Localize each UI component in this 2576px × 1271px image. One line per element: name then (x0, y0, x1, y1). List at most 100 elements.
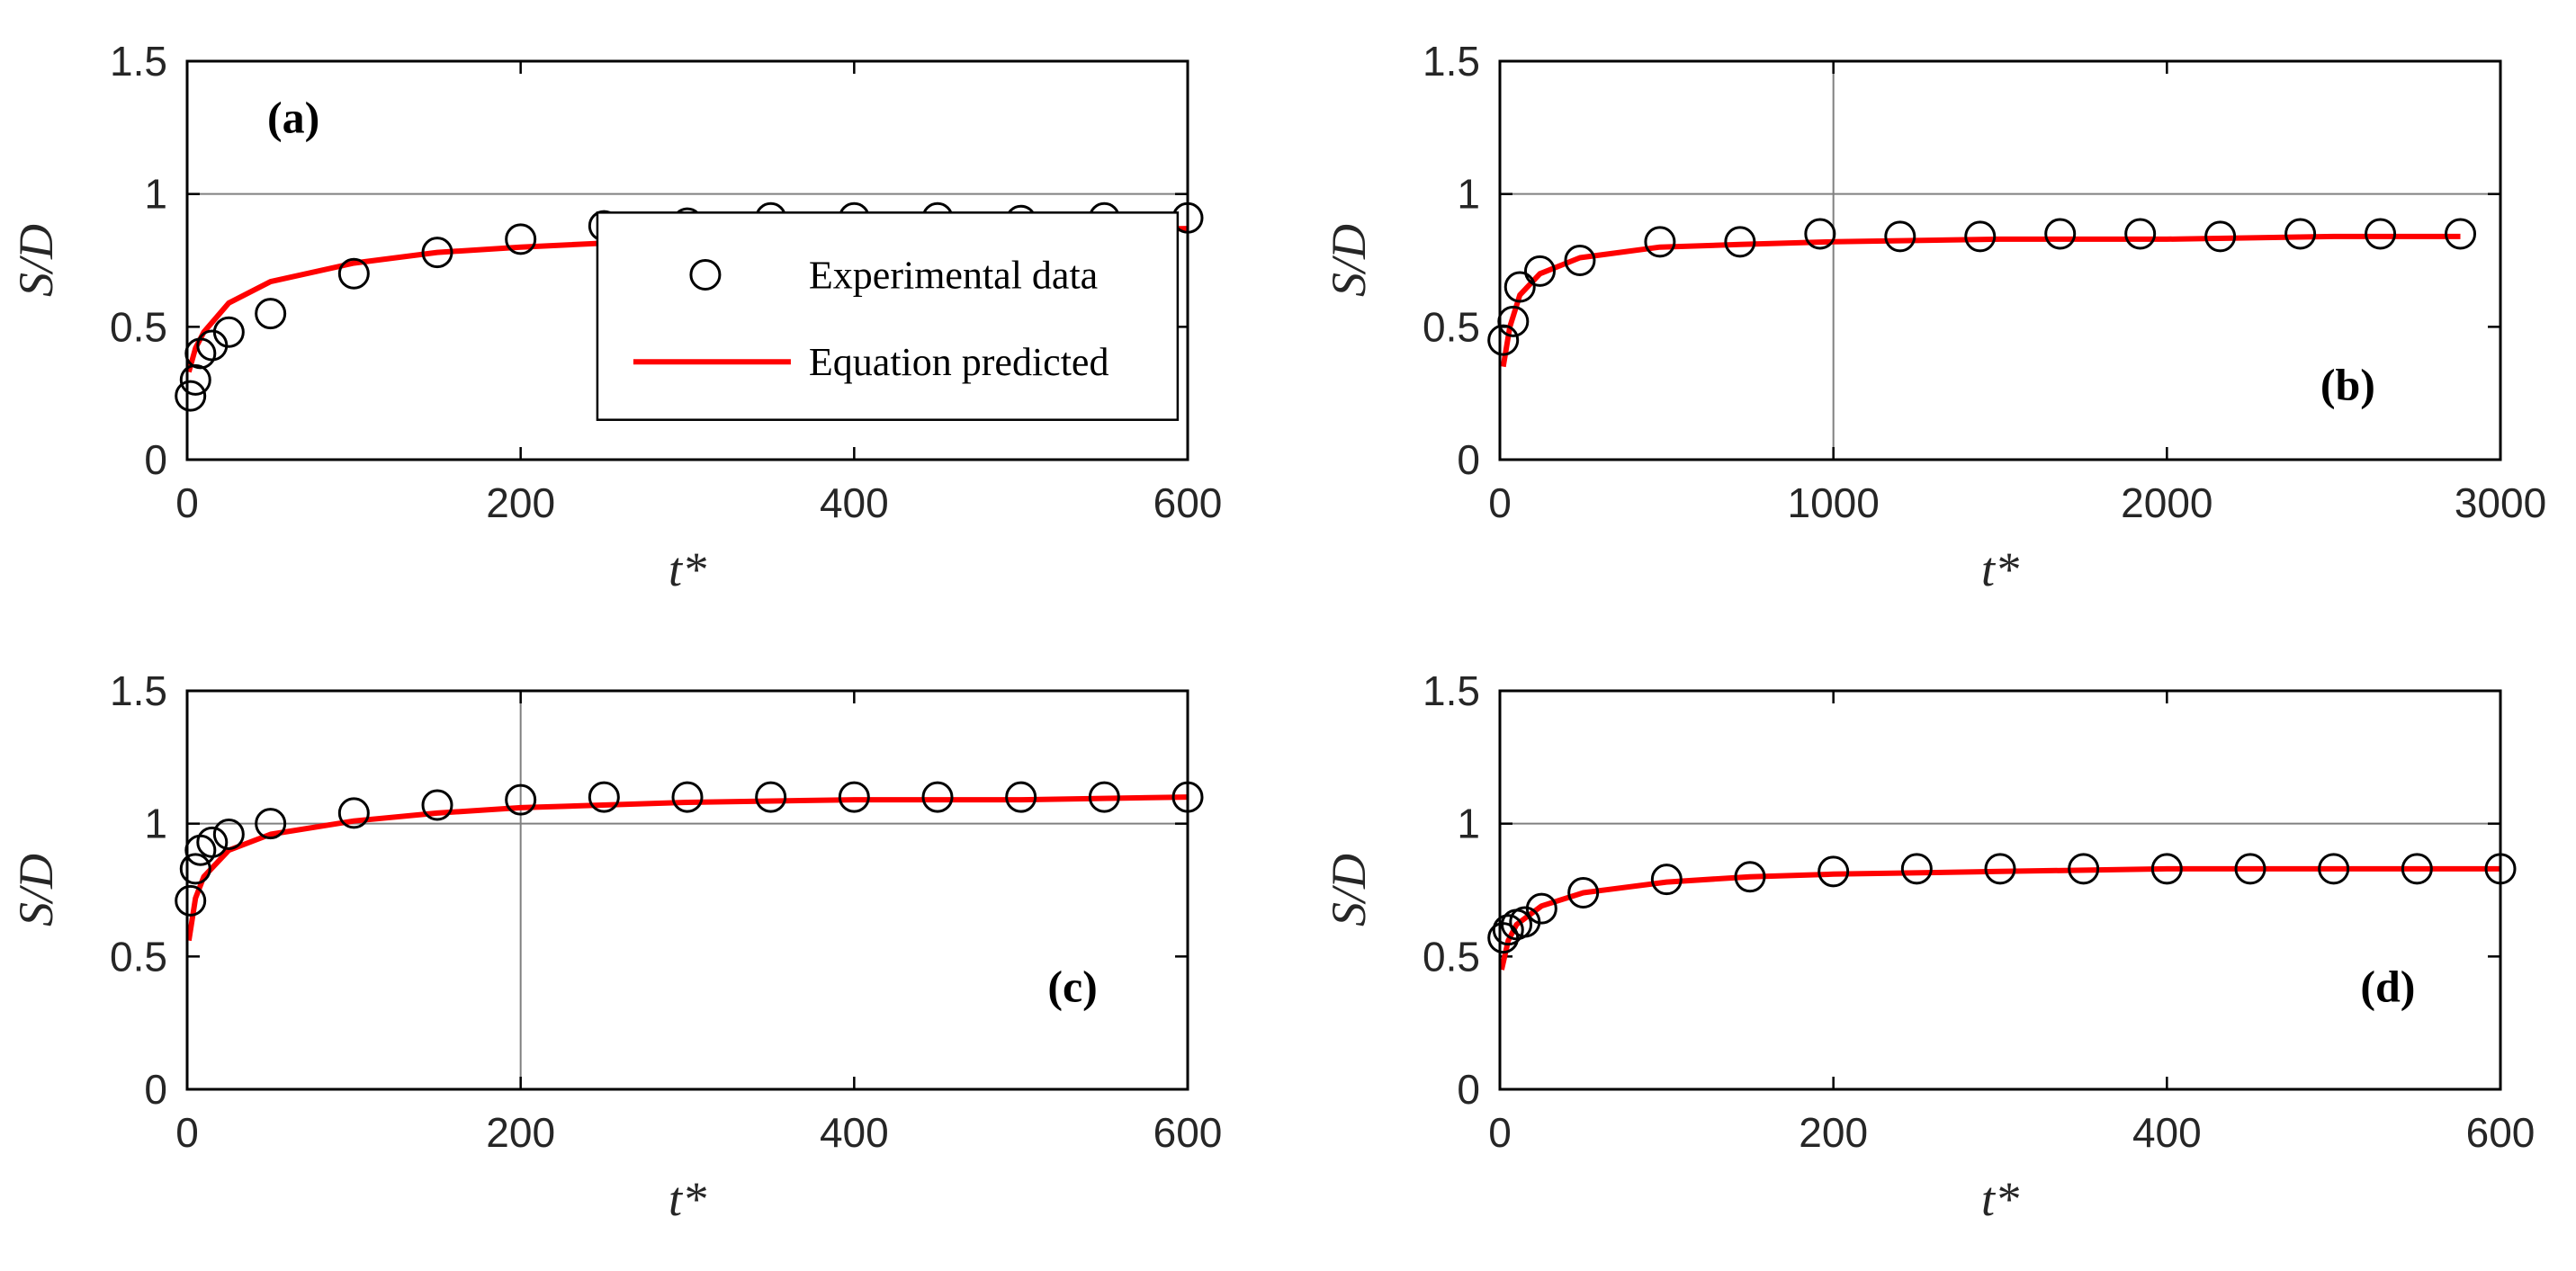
data-point (1818, 855, 1850, 888)
data-point (505, 223, 537, 255)
data-point (2234, 853, 2266, 885)
x-tick-label: 0 (175, 479, 199, 526)
data-point (179, 363, 211, 396)
x-axis-title: t* (669, 542, 706, 596)
data-point (1734, 861, 1766, 893)
plot-frame (185, 59, 1189, 461)
y-tick-label: 0.5 (1423, 933, 1480, 980)
x-tick-label: 400 (820, 479, 889, 526)
data-point (212, 316, 245, 348)
data-point (1492, 914, 1524, 946)
x-tick-label: 0 (1488, 1109, 1512, 1156)
data-point (2068, 853, 2100, 885)
x-tick-label: 400 (820, 1109, 889, 1156)
x-axis-title: t* (1981, 542, 2019, 596)
data-point (179, 853, 211, 885)
data-point (2150, 853, 2183, 885)
data-point (1984, 853, 2016, 885)
prediction-line (1498, 865, 2500, 971)
y-axis-title: S/D (9, 224, 63, 297)
data-point (1503, 271, 1536, 303)
y-tick-label: 1.5 (110, 667, 167, 714)
y-tick-label: 0.5 (110, 303, 167, 350)
data-point (421, 789, 453, 821)
data-point (1964, 220, 1997, 253)
y-tick-label: 0 (1457, 1066, 1480, 1113)
panel-label: (b) (2320, 360, 2375, 410)
data-point (1884, 220, 1916, 253)
data-point (2401, 853, 2433, 885)
plot-frame (185, 689, 1189, 1091)
panel-a: 0 200 400 600 0 0.5 1 1.5 t* S/D (a) Experimental d… (9, 38, 1222, 596)
data-point (1523, 255, 1556, 287)
data-point (921, 781, 954, 813)
data-point (175, 380, 207, 412)
x-tick-label: 0 (1488, 479, 1512, 526)
legend-marker-circle (689, 258, 722, 291)
x-tick-label: 400 (2132, 1109, 2202, 1156)
y-tick-label: 1.5 (110, 38, 167, 85)
panel-label: (c) (1047, 962, 1098, 1012)
panel-b: 0 1000 2000 3000 0 0.5 1 1.5 t* S/D (b) (1322, 38, 2546, 596)
data-point (588, 781, 620, 813)
data-point (1005, 781, 1037, 813)
data-point (1650, 864, 1683, 896)
legend-label-experimental: Experimental data (809, 253, 1098, 297)
y-tick-label: 0 (144, 436, 167, 483)
x-tick-label: 600 (1153, 479, 1223, 526)
data-point (2365, 218, 2397, 250)
panel-d: 0 200 400 600 0 0.5 1 1.5 t* S/D (d) (1322, 667, 2535, 1226)
data-point (2044, 218, 2077, 250)
panel-c: 0 200 400 600 0 0.5 1 1.5 t* S/D (c) (9, 667, 1222, 1226)
y-tick-label: 0.5 (110, 933, 167, 980)
data-point (2124, 218, 2157, 250)
data-point (1525, 892, 1557, 925)
data-point (1804, 218, 1836, 250)
x-tick-label: 200 (1799, 1109, 1868, 1156)
panel-label: (a) (267, 93, 319, 143)
data-point (1088, 781, 1120, 813)
data-point (505, 783, 537, 816)
data-point (1900, 853, 1933, 885)
x-tick-label: 200 (486, 479, 555, 526)
x-tick-label: 2000 (2121, 479, 2212, 526)
y-tick-label: 1.5 (1423, 667, 1480, 714)
x-tick-label: 3000 (2455, 479, 2546, 526)
x-tick-label: 0 (175, 1109, 199, 1156)
y-tick-label: 0 (144, 1066, 167, 1113)
data-point (1724, 226, 1756, 258)
y-tick-label: 1 (1457, 171, 1480, 218)
x-axis-title: t* (669, 1172, 706, 1226)
plot-frame (1498, 689, 2502, 1091)
data-point (255, 808, 287, 840)
data-point (175, 884, 207, 917)
y-axis-title: S/D (1322, 224, 1376, 297)
x-axis-title: t* (1981, 1172, 2019, 1226)
legend-box (596, 211, 1180, 421)
data-point (755, 781, 787, 813)
data-point (337, 257, 370, 290)
y-tick-label: 1 (144, 801, 167, 847)
x-tick-label: 200 (486, 1109, 555, 1156)
data-point (671, 781, 704, 813)
y-axis-title: S/D (1322, 854, 1376, 926)
legend-label-predicted: Equation predicted (809, 340, 1109, 384)
panel-label: (d) (2360, 962, 2415, 1012)
data-point (212, 818, 245, 850)
data-point (1487, 324, 1520, 356)
data-point (1564, 245, 1596, 276)
plot-frame (1498, 59, 2502, 461)
y-tick-label: 1 (1457, 801, 1480, 847)
data-point (2284, 218, 2317, 250)
y-axis-title: S/D (9, 854, 63, 926)
data-point (196, 826, 229, 858)
y-tick-label: 0 (1457, 436, 1480, 483)
legend: Experimental data Equation predicted (596, 211, 1180, 421)
y-tick-label: 0.5 (1423, 303, 1480, 350)
data-point (1567, 876, 1600, 908)
data-point (2445, 218, 2477, 250)
x-tick-label: 600 (2466, 1109, 2536, 1156)
data-point (255, 298, 287, 330)
data-point (1644, 226, 1676, 258)
